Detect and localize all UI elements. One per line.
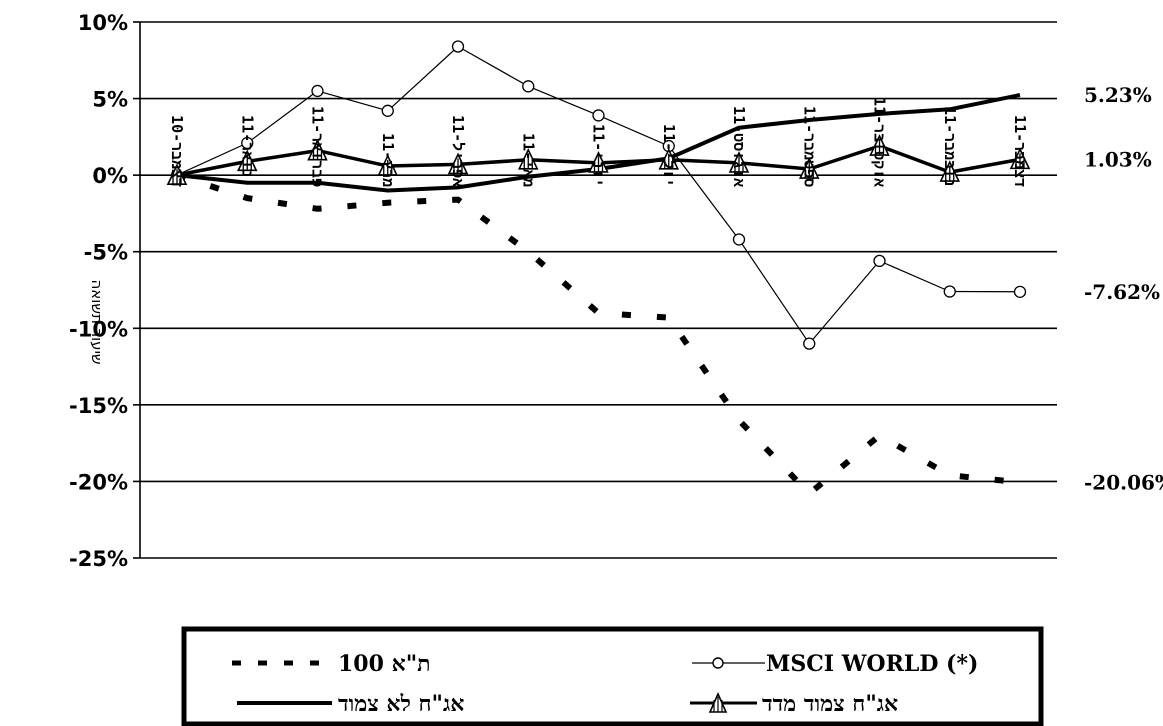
series-layer <box>166 40 1031 497</box>
category-label: דצמבר-10 <box>168 115 186 187</box>
data-point <box>377 154 399 176</box>
legend-label-msci: MSCI WORLD (*) <box>766 651 978 677</box>
category-label: מאי-11 <box>519 133 537 187</box>
data-point <box>873 254 886 268</box>
legend-marker-cpilinked <box>708 692 728 713</box>
series-line <box>176 172 1021 497</box>
data-point <box>447 152 469 175</box>
data-point <box>522 80 535 93</box>
legend-item-ta100: ת"א 100 <box>232 651 431 677</box>
data-point <box>588 151 609 173</box>
y-axis-label: שיעור תשואה <box>88 279 106 364</box>
data-point <box>381 104 394 117</box>
y-tick-label: -15% <box>69 394 128 418</box>
series-0 <box>176 172 1021 497</box>
data-point <box>732 233 746 246</box>
y-tick-label: -5% <box>84 241 128 265</box>
category-label: ספטמבר-11 <box>800 106 818 187</box>
data-point <box>517 147 539 170</box>
legend-marker-msci <box>712 657 724 669</box>
category-label: ינואר-11 <box>238 115 256 187</box>
category-label: אפריל-11 <box>449 115 467 187</box>
y-tick-label: -20% <box>69 470 128 494</box>
legend-label-ta100: ת"א 100 <box>338 651 431 677</box>
category-label: פברואר-11 <box>309 106 327 187</box>
series-line <box>176 45 1021 345</box>
data-point <box>236 149 258 172</box>
category-label: יולי-11 <box>660 124 678 187</box>
legend-label-cpilinked: אג"ח צמוד מדד <box>762 691 898 717</box>
legend-label-nonlinked: אג"ח לא צמוד <box>338 691 464 717</box>
end-value-label: 1.03% <box>1084 147 1152 171</box>
series-1 <box>170 40 1027 350</box>
data-point <box>943 285 956 298</box>
y-tick-label: 10% <box>78 11 128 35</box>
legend-box <box>181 626 1044 726</box>
data-point <box>728 151 750 173</box>
data-point <box>451 40 465 53</box>
data-point <box>803 337 816 350</box>
category-label: מרץ-11 <box>379 133 397 187</box>
category-label: אוגוסט-11 <box>730 106 748 187</box>
data-point <box>658 147 680 170</box>
y-tick-label: -10% <box>69 317 128 341</box>
data-point <box>166 163 188 185</box>
y-tick-label: -25% <box>69 547 128 571</box>
data-point <box>1009 147 1031 170</box>
series-3 <box>166 134 1031 185</box>
y-tick-label: 5% <box>92 88 128 112</box>
end-value-label: -7.62% <box>1084 280 1160 304</box>
data-point <box>311 84 324 98</box>
category-label: יוני-11 <box>590 124 608 187</box>
data-point <box>592 109 605 122</box>
axis-layer: 10% 5% 0% -5% -10% -15% -20% -25% <box>69 11 141 571</box>
legend-item-nonlinked: אג"ח לא צמוד <box>237 691 464 717</box>
legend: ת"א 100 MSCI WORLD (*) אג"ח לא צמוד <box>181 626 1044 726</box>
data-point <box>1013 285 1027 298</box>
legend-item-msci: MSCI WORLD (*) <box>692 651 978 677</box>
category-label: אוקטובר-11 <box>871 97 889 187</box>
data-point <box>939 160 961 182</box>
category-label: נובמבר-11 <box>941 106 959 187</box>
label-layer: דצמבר-10 ינואר-11 פברואר-11 מרץ-11 אפריל-11 מ… <box>168 83 1163 494</box>
legend-item-cpilinked: אג"ח צמוד מדד <box>690 691 898 717</box>
data-point <box>241 136 254 150</box>
data-point <box>798 157 820 179</box>
data-point <box>307 138 328 161</box>
data-point <box>869 134 890 156</box>
category-label: דצמבר-11 <box>1011 115 1029 187</box>
grid-layer <box>140 21 1057 559</box>
end-value-label: -20.06% <box>1084 470 1163 494</box>
y-tick-label: 0% <box>92 164 128 188</box>
end-value-label: 5.23% <box>1084 83 1152 107</box>
